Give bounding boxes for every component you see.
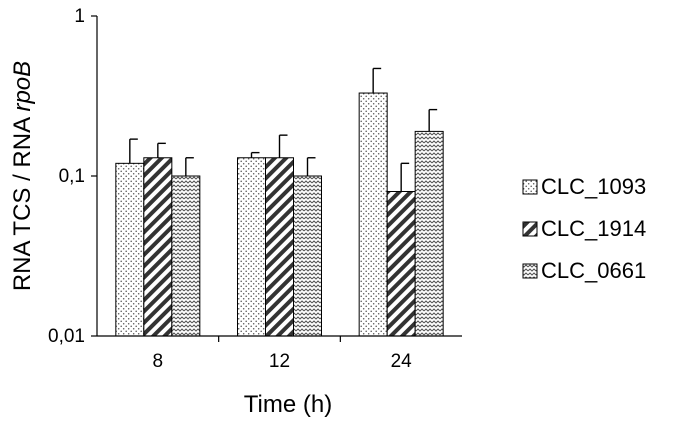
legend-swatch-clc_1093 — [522, 179, 538, 195]
axis-ticks-layer: 1 0,1 0,01 8 12 24 — [48, 6, 412, 372]
y-axis-title-italic: rpoB — [9, 61, 36, 112]
bar-clc_1093-8 — [115, 162, 145, 337]
bar-clc_0661-24 — [414, 130, 444, 337]
x-tick-label: 12 — [269, 351, 290, 372]
legend: CLC_1093 CLC_1914 CLC_0661 — [522, 174, 646, 283]
x-tick-label: 8 — [153, 351, 164, 372]
y-axis-title: RNA TCS / RNA rpoB — [9, 61, 36, 291]
legend-label-clc_1093: CLC_1093 — [541, 174, 646, 199]
bar-clc_1914-8 — [143, 157, 173, 337]
bar-clc_1914-24 — [386, 191, 416, 337]
x-axis-title: Time (h) — [244, 391, 332, 418]
legend-label-clc_0661: CLC_0661 — [541, 258, 646, 283]
legend-swatch-clc_0661 — [522, 263, 538, 279]
legend-label-clc_1914: CLC_1914 — [541, 216, 646, 241]
y-tick-label: 0,1 — [59, 166, 85, 187]
bar-clc_1914-12 — [265, 157, 294, 337]
bar-clc_1093-24 — [358, 92, 388, 337]
y-tick-label: 1 — [74, 6, 85, 27]
bar-clc_0661-8 — [171, 175, 201, 337]
legend-swatch-clc_1914 — [522, 221, 538, 237]
x-tick-label: 24 — [391, 351, 413, 372]
bars-layer — [115, 92, 444, 337]
y-tick-label: 0,01 — [48, 326, 85, 347]
error-bars-layer — [129, 67, 438, 192]
bar-clc_0661-12 — [293, 175, 322, 337]
y-axis-title-main: RNA TCS / RNA — [9, 112, 36, 292]
bar-clc_1093-12 — [237, 157, 266, 337]
